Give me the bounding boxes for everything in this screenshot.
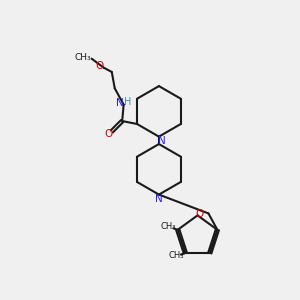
- Text: N: N: [116, 98, 124, 108]
- Text: CH₃: CH₃: [168, 251, 184, 260]
- Text: N: N: [158, 136, 166, 146]
- Text: O: O: [96, 61, 104, 71]
- Text: N: N: [155, 194, 163, 204]
- Text: O: O: [105, 129, 113, 139]
- Text: H: H: [124, 97, 131, 107]
- Text: CH₃: CH₃: [160, 222, 176, 231]
- Text: CH₃: CH₃: [75, 52, 92, 62]
- Text: O: O: [196, 209, 204, 219]
